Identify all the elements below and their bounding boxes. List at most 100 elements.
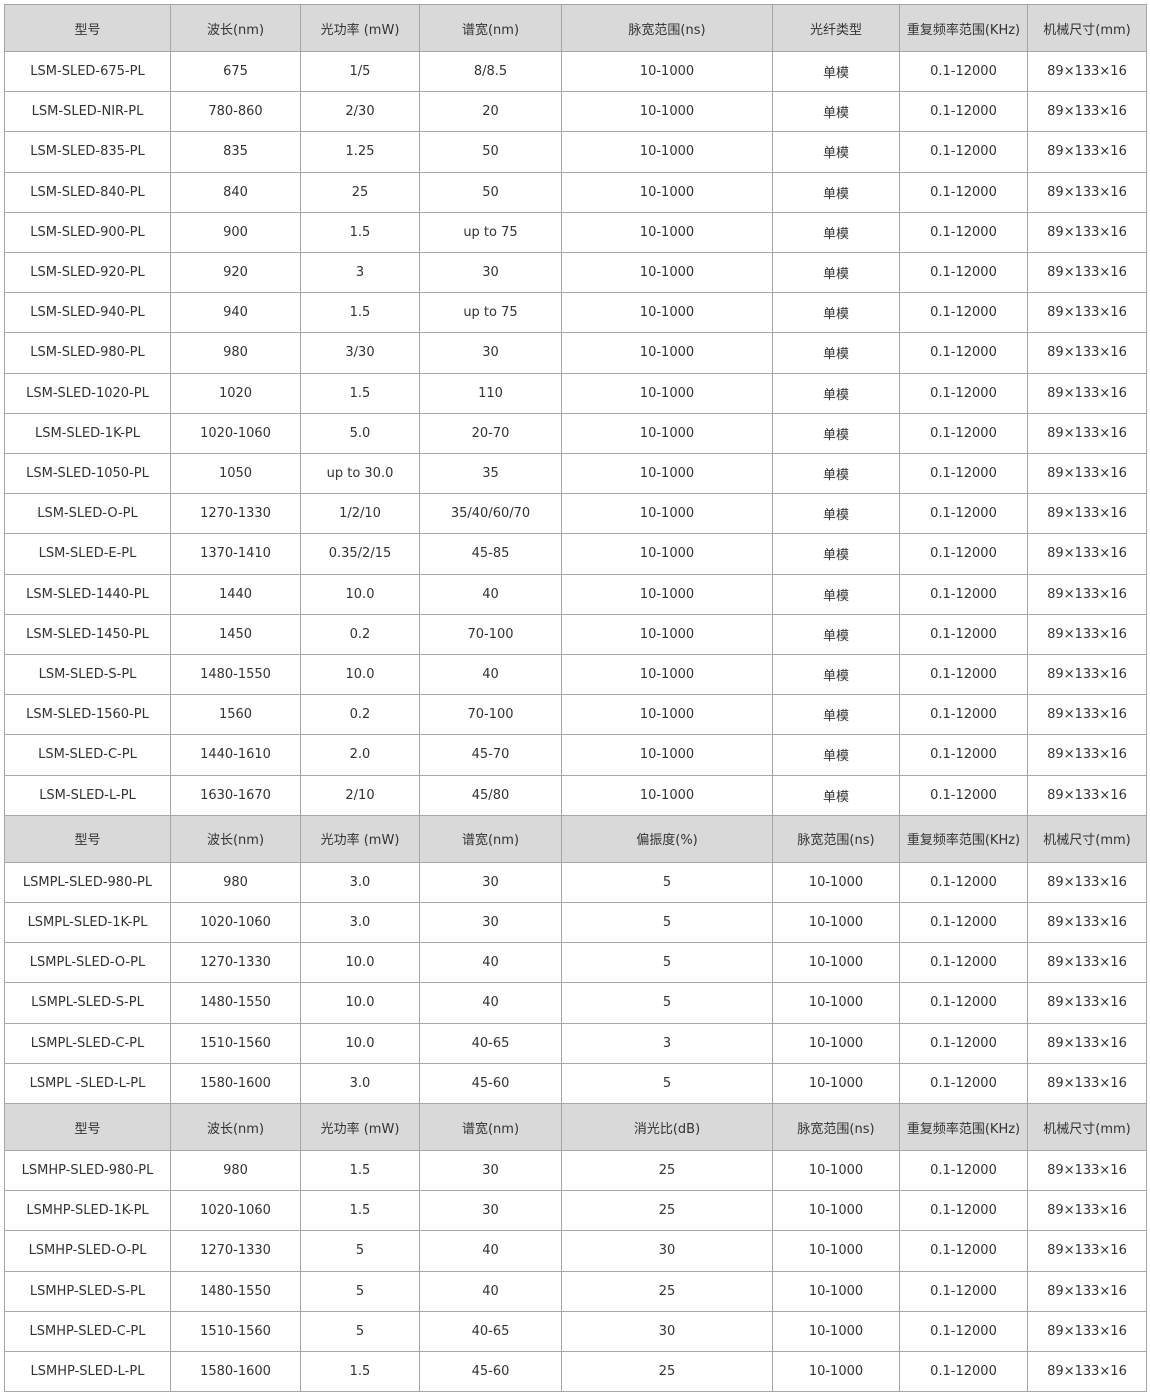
table-cell: 0.1-12000 xyxy=(899,252,1028,294)
table-cell: 920 xyxy=(170,252,301,294)
table-cell: 980 xyxy=(170,861,301,903)
table-cell: 89×133×16 xyxy=(1027,292,1147,334)
table-cell: 1/2/10 xyxy=(300,493,420,535)
table-cell: 1.25 xyxy=(300,131,420,173)
table-cell: 单模 xyxy=(772,252,900,294)
table-cell: 10-1000 xyxy=(772,982,900,1024)
table-cell: 5 xyxy=(300,1230,420,1272)
table-cell: LSM-SLED-900-PL xyxy=(4,211,171,253)
table-cell: 780-860 xyxy=(170,91,301,133)
table-cell: 89×133×16 xyxy=(1027,332,1147,374)
header-cell: 光功率 (mW) xyxy=(300,814,420,863)
table-cell: 单模 xyxy=(772,292,900,334)
table-cell: 40-65 xyxy=(419,1310,562,1352)
table-cell: 10-1000 xyxy=(561,573,773,615)
table-cell: 40 xyxy=(419,1230,562,1272)
table-cell: 5.0 xyxy=(300,412,420,454)
table-cell: 1580-1600 xyxy=(170,1351,301,1393)
table-cell: 1480-1550 xyxy=(170,982,301,1024)
table-cell: 89×133×16 xyxy=(1027,982,1147,1024)
table-cell: 1510-1560 xyxy=(170,1310,301,1352)
table-cell: 25 xyxy=(561,1270,773,1312)
table-cell: 10-1000 xyxy=(561,171,773,213)
table-cell: 89×133×16 xyxy=(1027,694,1147,736)
table-cell: 10-1000 xyxy=(561,694,773,736)
table-cell: 5 xyxy=(300,1270,420,1312)
table-cell: 110 xyxy=(419,372,562,414)
table-cell: 10-1000 xyxy=(772,861,900,903)
table-cell: 980 xyxy=(170,332,301,374)
table-cell: 89×133×16 xyxy=(1027,734,1147,776)
table-cell: 10-1000 xyxy=(561,252,773,294)
table-cell: 10-1000 xyxy=(561,332,773,374)
table-cell: 10-1000 xyxy=(561,51,773,93)
table-cell: 89×133×16 xyxy=(1027,171,1147,213)
table-cell: 35/40/60/70 xyxy=(419,493,562,535)
table-cell: 2/10 xyxy=(300,774,420,816)
table-cell: 1630-1670 xyxy=(170,774,301,816)
table-cell: LSM-SLED-1440-PL xyxy=(4,573,171,615)
header-cell: 重复频率范围(KHz) xyxy=(899,1103,1028,1151)
table-cell: up to 75 xyxy=(419,211,562,253)
header-cell: 谱宽(nm) xyxy=(419,1103,562,1151)
table-cell: 5 xyxy=(561,861,773,903)
table-cell: 10-1000 xyxy=(772,1310,900,1352)
table-cell: 10.0 xyxy=(300,982,420,1024)
table-cell: 10-1000 xyxy=(561,412,773,454)
header-cell: 谱宽(nm) xyxy=(419,4,562,52)
table-cell: 900 xyxy=(170,211,301,253)
table-cell: 1.5 xyxy=(300,1150,420,1192)
table-cell: 1440-1610 xyxy=(170,734,301,776)
header-cell: 波长(nm) xyxy=(170,4,301,52)
table-cell: 30 xyxy=(419,332,562,374)
table-cell: 89×133×16 xyxy=(1027,211,1147,253)
table-cell: 1.5 xyxy=(300,1190,420,1232)
table-cell: 单模 xyxy=(772,171,900,213)
table-cell: 0.1-12000 xyxy=(899,1062,1028,1104)
table-cell: 单模 xyxy=(772,91,900,133)
table-cell: 1020-1060 xyxy=(170,1190,301,1232)
table-cell: LSMPL -SLED-L-PL xyxy=(4,1062,171,1104)
table-cell: 0.1-12000 xyxy=(899,613,1028,655)
table-cell: 89×133×16 xyxy=(1027,1351,1147,1393)
table-cell: 675 xyxy=(170,51,301,93)
table-cell: 1.5 xyxy=(300,292,420,334)
table-cell: LSM-SLED-1560-PL xyxy=(4,694,171,736)
header-cell: 消光比(dB) xyxy=(561,1103,773,1151)
table-cell: 0.1-12000 xyxy=(899,734,1028,776)
table-cell: 3.0 xyxy=(300,1062,420,1104)
table-cell: 10-1000 xyxy=(772,902,900,944)
table-cell: 89×133×16 xyxy=(1027,942,1147,984)
table-cell: 10-1000 xyxy=(561,533,773,575)
table-cell: 1/5 xyxy=(300,51,420,93)
table-cell: 0.1-12000 xyxy=(899,131,1028,173)
table-cell: 1480-1550 xyxy=(170,1270,301,1312)
table-cell: LSM-SLED-1050-PL xyxy=(4,453,171,495)
table-cell: 8/8.5 xyxy=(419,51,562,93)
header-cell: 谱宽(nm) xyxy=(419,814,562,863)
table-cell: 1510-1560 xyxy=(170,1022,301,1064)
table-cell: 10-1000 xyxy=(561,493,773,535)
table-cell: 0.1-12000 xyxy=(899,1230,1028,1272)
table-cell: LSM-SLED-L-PL xyxy=(4,774,171,816)
table-cell: 10-1000 xyxy=(772,1022,900,1064)
table-cell: 0.2 xyxy=(300,694,420,736)
table-cell: 1270-1330 xyxy=(170,942,301,984)
header-cell: 偏振度(%) xyxy=(561,814,773,863)
table-cell: 1560 xyxy=(170,694,301,736)
table-cell: 50 xyxy=(419,131,562,173)
table-cell: 0.1-12000 xyxy=(899,1310,1028,1352)
table-cell: 89×133×16 xyxy=(1027,1230,1147,1272)
table-cell: 89×133×16 xyxy=(1027,573,1147,615)
table-cell: 10-1000 xyxy=(772,1351,900,1393)
table-cell: 89×133×16 xyxy=(1027,902,1147,944)
table-cell: 10-1000 xyxy=(772,1150,900,1192)
table-cell: 单模 xyxy=(772,654,900,696)
table-cell: 0.1-12000 xyxy=(899,453,1028,495)
table-cell: 单模 xyxy=(772,372,900,414)
table-cell: 30 xyxy=(561,1230,773,1272)
header-cell: 机械尺寸(mm) xyxy=(1027,1103,1147,1151)
table-cell: 89×133×16 xyxy=(1027,1022,1147,1064)
table-cell: LSM-SLED-920-PL xyxy=(4,252,171,294)
table-cell: LSMHP-SLED-L-PL xyxy=(4,1351,171,1393)
